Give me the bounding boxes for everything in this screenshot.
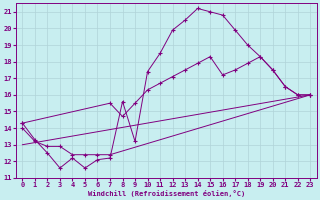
- X-axis label: Windchill (Refroidissement éolien,°C): Windchill (Refroidissement éolien,°C): [88, 190, 245, 197]
